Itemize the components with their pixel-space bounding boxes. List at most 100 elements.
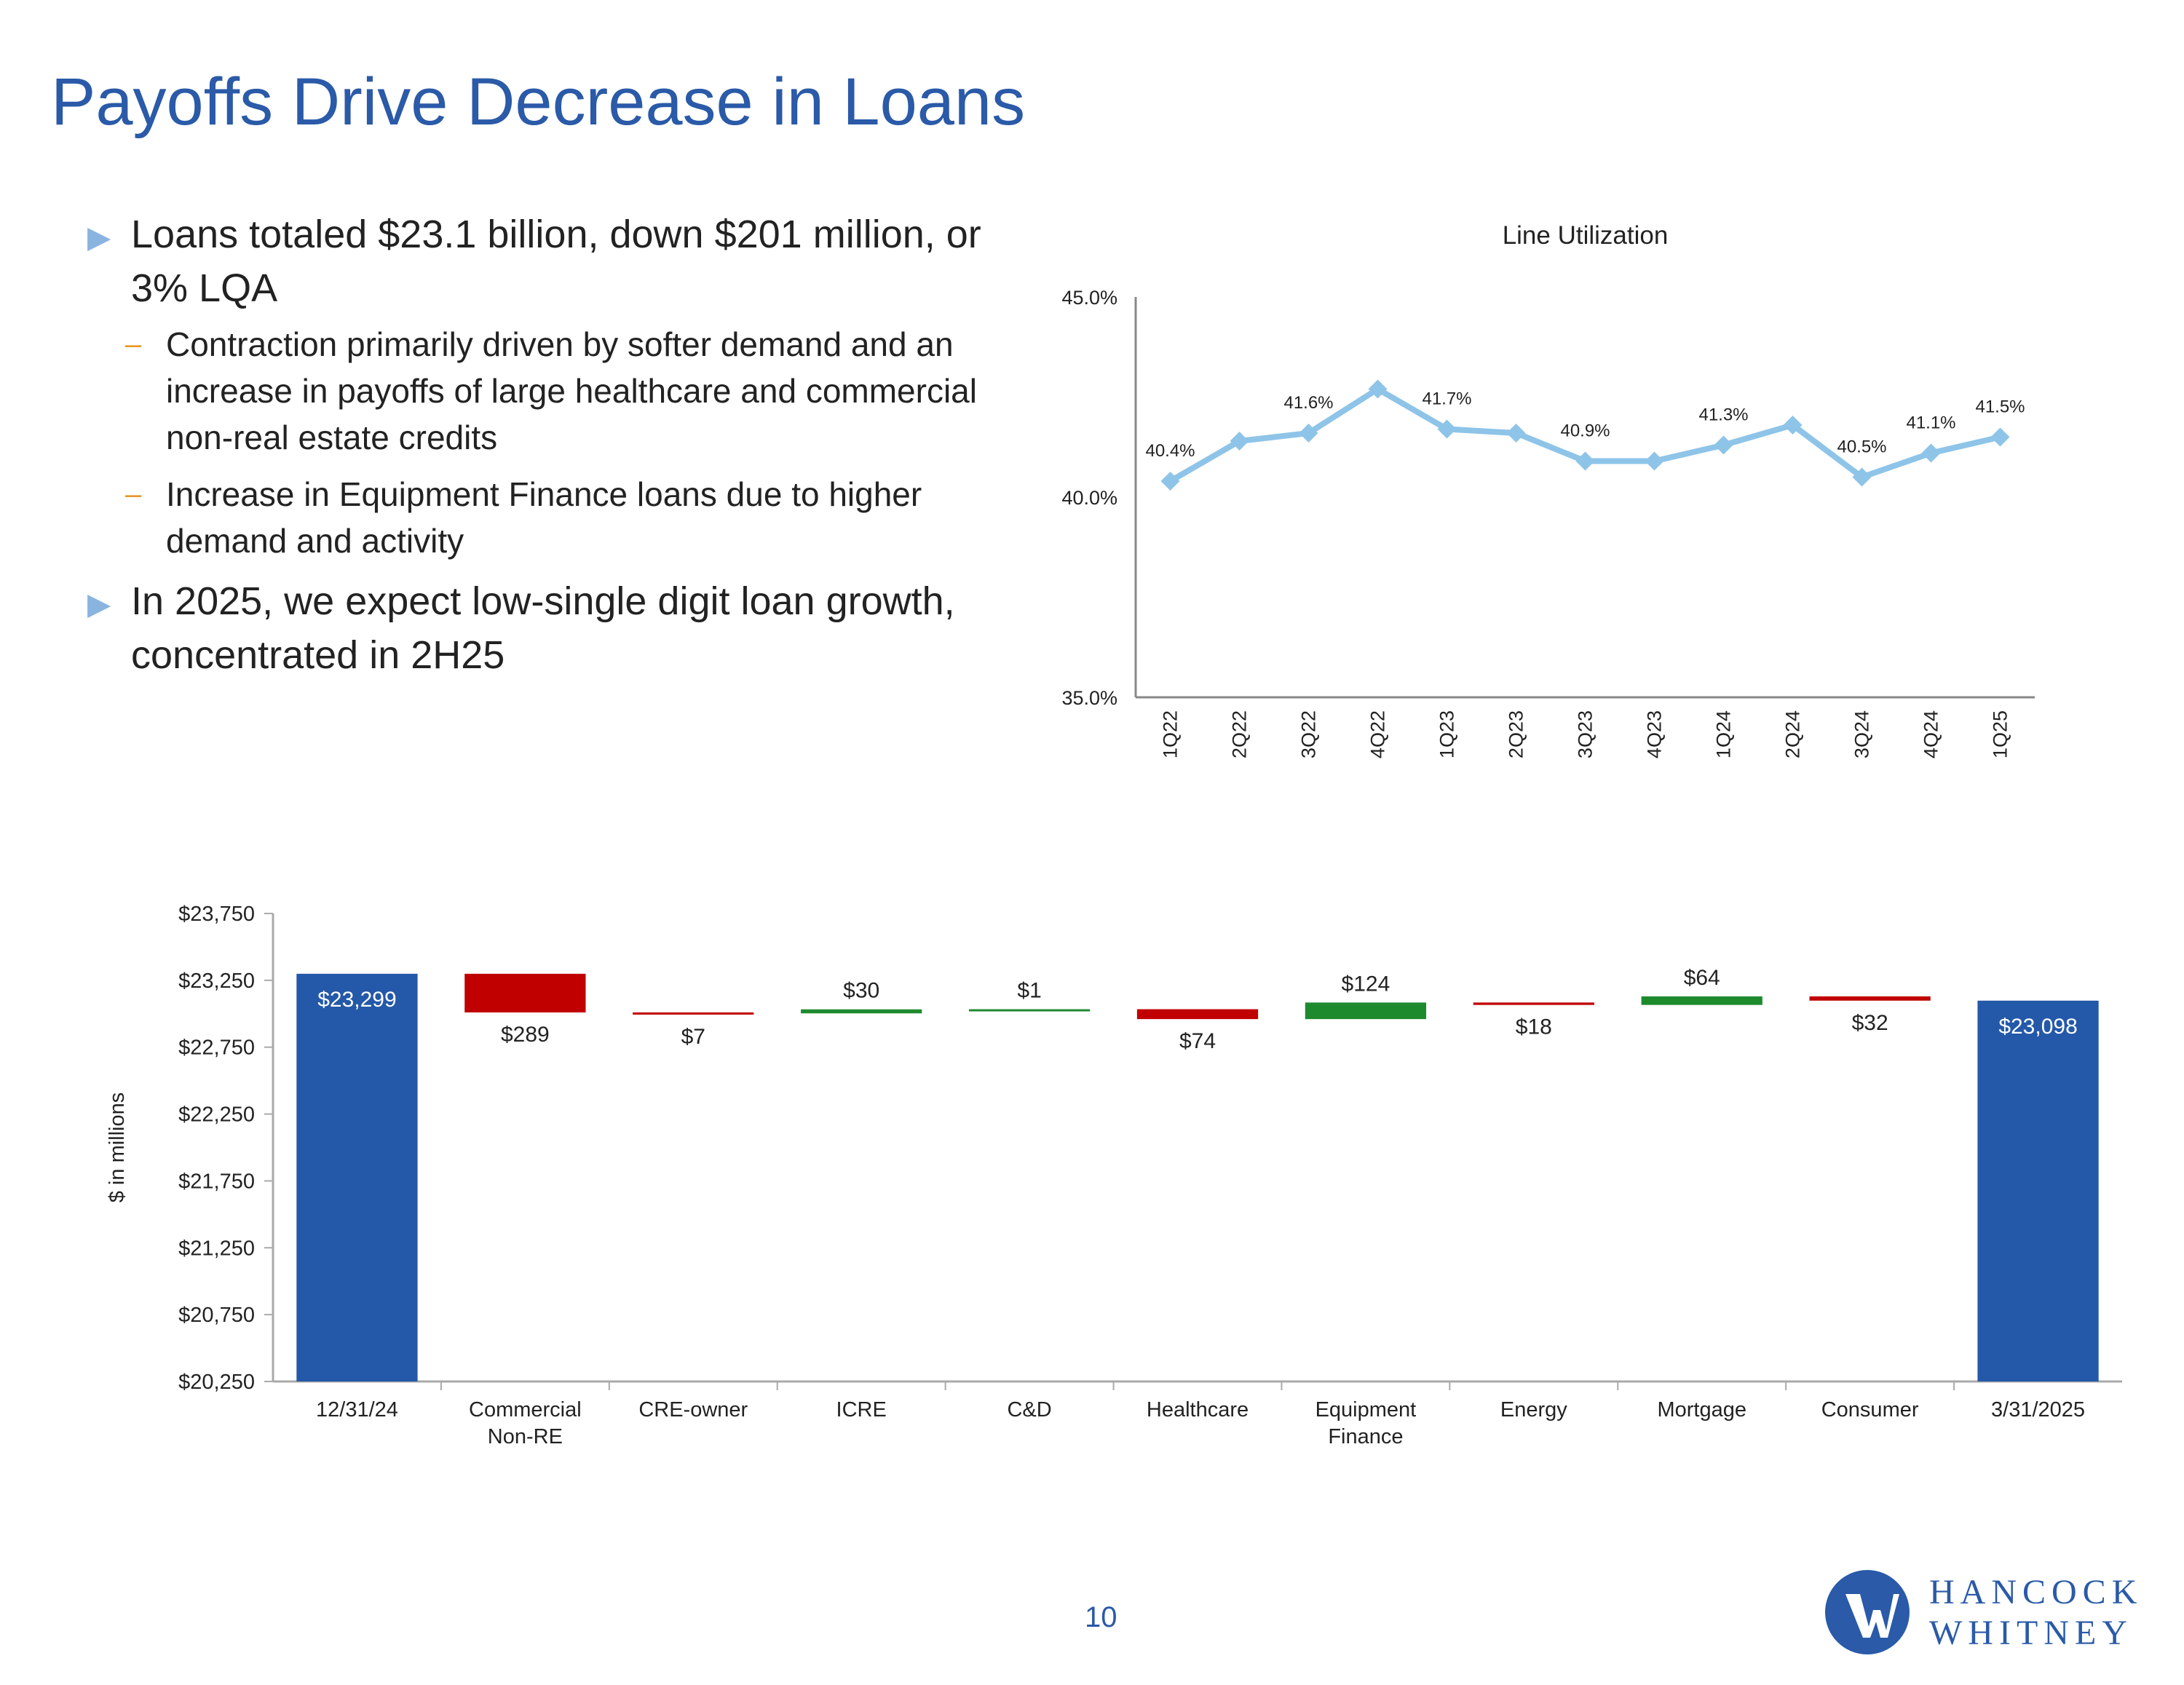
page-number: 10 bbox=[1085, 1601, 1117, 1633]
logo-line-2: WHITNEY bbox=[1929, 1614, 2133, 1652]
sub-bullet-text: Contraction primarily driven by softer d… bbox=[166, 325, 977, 456]
hancock-whitney-logo bbox=[1825, 1570, 1910, 1654]
data-label: 40.4% bbox=[1145, 441, 1195, 461]
x-tick-label: 4Q22 bbox=[1367, 710, 1389, 758]
data-point-marker bbox=[1921, 443, 1941, 463]
x-tick-label: 1Q22 bbox=[1160, 710, 1182, 758]
increase-bar bbox=[968, 1009, 1091, 1012]
bar-value-label: $23,299 bbox=[317, 988, 396, 1012]
increase-bar bbox=[1305, 1002, 1427, 1020]
data-label: 41.6% bbox=[1283, 393, 1333, 413]
bar-value-label: $124 bbox=[1342, 972, 1390, 996]
logo-line-1: HANCOCK bbox=[1929, 1573, 2143, 1611]
bar-value-label: $23,098 bbox=[1998, 1015, 2077, 1039]
x-tick-label: 1Q23 bbox=[1436, 710, 1458, 758]
y-tick-label: $23,750 bbox=[178, 903, 255, 926]
sub-bullet-text: Increase in Equipment Finance loans due … bbox=[166, 475, 922, 560]
x-tick-label: 2Q24 bbox=[1782, 710, 1804, 758]
logo-wordmark: HANCOCK WHITNEY bbox=[1929, 1572, 2143, 1654]
y-tick-label: $22,250 bbox=[178, 1103, 255, 1127]
data-label: 41.5% bbox=[1975, 397, 2025, 417]
logo-w-icon bbox=[1845, 1594, 1899, 1638]
data-label: 41.3% bbox=[1698, 405, 1748, 425]
bar-value-label: $74 bbox=[1179, 1029, 1216, 1053]
loan-waterfall-chart: $ in millions $20,250 $20,750 $21,250 $21,75… bbox=[106, 903, 2122, 1448]
sub-bullet-equipment-finance: – Increase in Equipment Finance loans du… bbox=[87, 471, 1005, 564]
total-bar bbox=[1977, 1000, 2099, 1381]
x-category-label: CRE-owner bbox=[638, 1398, 748, 1422]
data-label: 40.5% bbox=[1837, 437, 1886, 457]
decrease-bar bbox=[1473, 1002, 1594, 1005]
y-tick-label: 35.0% bbox=[1061, 687, 1117, 709]
data-point-marker bbox=[1714, 435, 1733, 455]
y-tick-label: $22,750 bbox=[178, 1036, 255, 1060]
y-axis-label: $ in millions bbox=[106, 1093, 129, 1203]
y-tick-label: $20,750 bbox=[178, 1304, 255, 1327]
data-label: 41.7% bbox=[1422, 389, 1471, 409]
x-category-label: 3/31/2025 bbox=[1991, 1398, 2085, 1422]
bar-value-label: $64 bbox=[1684, 966, 1720, 990]
x-tick-label: 3Q24 bbox=[1851, 710, 1873, 758]
data-point-marker bbox=[1783, 416, 1803, 435]
data-label: 40.9% bbox=[1560, 421, 1610, 441]
data-point-marker bbox=[1990, 427, 2010, 447]
increase-bar bbox=[1641, 996, 1762, 1005]
bullet-text: In 2025, we expect low-single digit loan… bbox=[131, 579, 955, 677]
x-category-label: Energy bbox=[1500, 1398, 1567, 1422]
y-tick-label: 45.0% bbox=[1061, 287, 1117, 309]
bar-value-label: $30 bbox=[843, 979, 879, 1003]
x-tick-label: 3Q23 bbox=[1575, 710, 1597, 758]
bullet-text: Loans totaled $23.1 billion, down $201 m… bbox=[131, 213, 981, 310]
dash-icon: – bbox=[125, 328, 142, 360]
decrease-bar bbox=[1809, 996, 1931, 1001]
x-tick-label: 4Q23 bbox=[1644, 710, 1666, 758]
bar-value-label: $18 bbox=[1516, 1015, 1552, 1039]
bar-value-label: $289 bbox=[501, 1023, 550, 1047]
y-tick-label: $21,750 bbox=[178, 1170, 255, 1193]
data-point-marker bbox=[1437, 419, 1457, 439]
data-point-marker bbox=[1160, 472, 1180, 491]
bullet-item-loans: ▶ Loans totaled $23.1 billion, down $201… bbox=[87, 207, 1005, 315]
bar-value-label: $7 bbox=[681, 1025, 705, 1049]
data-point-marker bbox=[1368, 379, 1388, 399]
data-point-marker bbox=[1299, 424, 1318, 443]
x-tick-label: 1Q25 bbox=[1990, 710, 2011, 758]
data-point-marker bbox=[1506, 424, 1526, 443]
bar-value-label: $1 bbox=[1017, 979, 1041, 1003]
sub-bullet-contraction: – Contraction primarily driven by softer… bbox=[87, 321, 1005, 461]
y-tick-label: $23,250 bbox=[178, 970, 255, 993]
increase-bar bbox=[801, 1009, 922, 1014]
data-point-marker bbox=[1575, 451, 1595, 471]
data-point-marker bbox=[1852, 467, 1872, 487]
y-tick-label: 40.0% bbox=[1061, 487, 1117, 509]
x-category-label: 12/31/24 bbox=[316, 1398, 398, 1422]
x-category-label: Commercial bbox=[469, 1398, 582, 1422]
x-tick-label: 3Q22 bbox=[1298, 710, 1320, 758]
x-tick-label: 2Q23 bbox=[1506, 710, 1527, 758]
x-tick-label: 2Q22 bbox=[1229, 710, 1251, 758]
data-point-marker bbox=[1230, 432, 1249, 451]
line-utilization-chart: Line Utilization 35.0% 40.0% 45.0% 40.4% 1Q22… bbox=[1061, 221, 2035, 758]
data-point-marker bbox=[1645, 451, 1664, 471]
x-category-label: Equipment bbox=[1315, 1398, 1417, 1422]
y-tick-label: $20,250 bbox=[178, 1371, 255, 1394]
bullet-item-outlook: ▶ In 2025, we expect low-single digit lo… bbox=[87, 574, 1005, 682]
x-category-label: C&D bbox=[1007, 1398, 1051, 1422]
bullet-list: ▶ Loans totaled $23.1 billion, down $201… bbox=[87, 207, 1005, 688]
chart-title: Line Utilization bbox=[1503, 221, 1669, 250]
bar-value-label: $32 bbox=[1852, 1011, 1888, 1035]
x-category-label: Finance bbox=[1328, 1425, 1403, 1448]
data-label: 41.1% bbox=[1906, 413, 1955, 433]
bullet-arrow-icon: ▶ bbox=[87, 587, 111, 621]
decrease-bar bbox=[633, 1012, 754, 1015]
x-category-label: ICRE bbox=[836, 1398, 887, 1422]
x-category-label: Mortgage bbox=[1657, 1398, 1746, 1422]
logo-circle-icon bbox=[1825, 1570, 1910, 1654]
x-category-label: Healthcare bbox=[1147, 1398, 1249, 1422]
dash-icon: – bbox=[125, 478, 142, 510]
y-tick-label: $21,250 bbox=[178, 1237, 255, 1260]
x-category-label: Non-RE bbox=[488, 1425, 563, 1448]
total-bar bbox=[296, 973, 418, 1381]
decrease-bar bbox=[464, 973, 586, 1012]
x-category-label: Consumer bbox=[1821, 1398, 1919, 1422]
